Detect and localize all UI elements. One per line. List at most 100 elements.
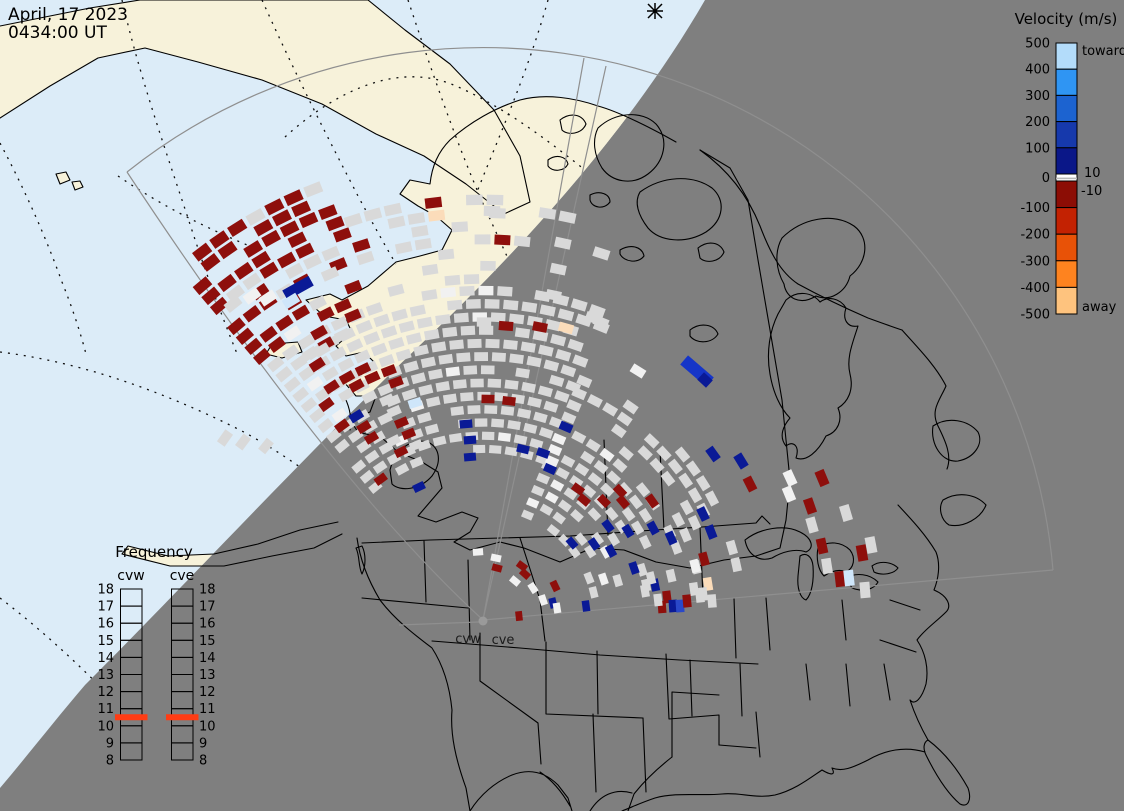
data-cell [671, 511, 686, 528]
data-cell [408, 439, 424, 452]
velocity-colorbar [1055, 42, 1078, 315]
colorbar-segment [1055, 68, 1078, 96]
data-cell [675, 599, 685, 613]
data-cell [515, 560, 529, 572]
data-cell [235, 327, 255, 346]
data-cell [355, 319, 373, 335]
data-cell [316, 306, 335, 322]
data-cell [781, 485, 797, 503]
data-cell [539, 503, 554, 516]
data-cell [321, 366, 339, 382]
data-cell [481, 394, 495, 404]
data-cell [542, 462, 558, 476]
data-cell [227, 317, 246, 336]
data-cell [548, 374, 565, 388]
data-cell [602, 402, 619, 417]
data-cell [550, 333, 567, 347]
data-cell [687, 514, 702, 531]
data-cell [592, 246, 611, 261]
data-cell [473, 444, 486, 454]
data-cell [235, 433, 251, 451]
velocity-tick-label: -300 [1020, 254, 1050, 269]
data-cell [283, 189, 304, 207]
radar-site-dot [478, 616, 488, 626]
data-cell [413, 344, 429, 357]
colorbar-segment [1055, 147, 1078, 175]
data-cell [252, 347, 271, 366]
data-cell [318, 396, 335, 413]
data-cell [325, 215, 345, 232]
data-cell [456, 352, 471, 363]
data-cell [474, 234, 491, 245]
data-cell [592, 314, 610, 330]
data-cell [569, 475, 584, 489]
data-cell [596, 493, 612, 509]
data-cell [297, 333, 316, 350]
data-cell [321, 245, 341, 262]
data-cell [320, 266, 340, 282]
data-cell [583, 544, 597, 559]
data-cell [587, 472, 603, 487]
data-cell [344, 308, 362, 324]
data-cell [547, 443, 563, 457]
data-cell [508, 313, 525, 325]
data-cell [283, 325, 302, 342]
data-cell [698, 551, 710, 567]
data-cell [682, 594, 692, 608]
data-cell [348, 378, 365, 393]
frequency-tick-label: 18 [97, 583, 114, 598]
data-cell [308, 356, 326, 373]
data-cell [242, 272, 262, 291]
data-cell [243, 240, 264, 258]
data-cell [411, 225, 429, 238]
data-cell [440, 286, 457, 298]
data-cell [568, 545, 581, 559]
data-cell [308, 295, 327, 312]
data-cell [407, 212, 426, 225]
frequency-tick-label: 10 [199, 719, 216, 734]
data-cell [420, 356, 436, 369]
data-cell [545, 288, 562, 302]
data-cell [303, 181, 324, 198]
data-cell [363, 331, 381, 346]
frequency-tick-label: 16 [97, 617, 114, 632]
frequency-tick-label: 9 [106, 736, 114, 751]
data-cell [532, 330, 549, 342]
frequency-tick-label: 12 [97, 685, 114, 700]
data-cell [503, 339, 518, 350]
data-cell [394, 241, 413, 255]
data-cell [472, 548, 484, 556]
data-cell [622, 399, 639, 415]
data-cell [253, 218, 274, 237]
data-cell [438, 353, 454, 365]
data-cell [821, 557, 833, 575]
data-cell [216, 429, 234, 447]
data-cell [730, 557, 742, 573]
data-cell [449, 339, 464, 350]
frequency-marker [115, 714, 148, 721]
data-cell [442, 393, 458, 404]
data-cell [555, 348, 572, 362]
data-cell [333, 418, 350, 434]
data-cell [557, 321, 575, 335]
data-cell [599, 447, 615, 463]
data-cell [660, 470, 676, 487]
data-cell [628, 561, 640, 575]
data-cell [423, 329, 440, 341]
data-cell [638, 534, 652, 550]
data-cell [516, 443, 530, 455]
data-cell [551, 432, 567, 446]
data-cell [782, 469, 798, 487]
data-cell [802, 497, 818, 515]
data-cell [552, 511, 566, 525]
colorbar-zero-line [1056, 177, 1077, 180]
data-cell [425, 396, 441, 408]
data-cell [388, 375, 404, 389]
velocity-tick-label: -400 [1020, 281, 1050, 296]
data-cell [509, 353, 524, 365]
data-cell [521, 381, 536, 393]
data-cell [526, 355, 542, 368]
data-cell [476, 317, 492, 327]
data-cell [538, 344, 554, 357]
